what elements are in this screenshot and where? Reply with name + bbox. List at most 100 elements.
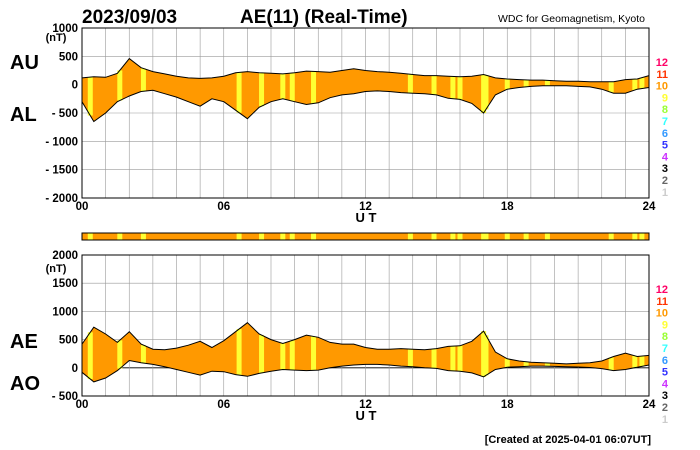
- station-band: [457, 345, 463, 372]
- station-band: [450, 76, 456, 99]
- station-count-label: 12: [656, 284, 668, 296]
- strip-station-band: [289, 233, 295, 240]
- y-tick-label: - 2000: [45, 193, 78, 205]
- au-series-label: AU: [10, 52, 39, 74]
- chart-title: AE(11) (Real-Time): [240, 7, 408, 28]
- station-count-label: 1: [662, 414, 668, 426]
- station-count-label: 3: [662, 390, 668, 402]
- x-tick-label: 06: [217, 399, 230, 411]
- station-band: [504, 358, 510, 368]
- station-count-label: 8: [662, 331, 668, 343]
- y-tick-label: 2000: [52, 250, 78, 262]
- station-count-label: 5: [662, 367, 668, 379]
- station-band: [544, 362, 550, 367]
- ao-series-label: AO: [10, 373, 40, 395]
- station-band: [483, 75, 489, 110]
- strip-station-band: [87, 233, 93, 240]
- y-tick-label: 0: [72, 80, 78, 92]
- station-count-label: 6: [662, 128, 668, 140]
- y-tick-label: 1500: [52, 278, 78, 290]
- strip-station-band: [639, 233, 645, 240]
- x-tick-label: 12: [359, 201, 372, 213]
- station-count-label: 4: [662, 378, 669, 390]
- y-tick-label: 1000: [52, 306, 78, 318]
- ae-ao-y-tick-labels: 2000 1500 1000 500 0 - 500: [52, 250, 78, 403]
- station-band: [639, 356, 645, 367]
- station-band: [236, 328, 242, 376]
- station-band: [259, 335, 265, 373]
- ae-ao-x-axis-label: U T: [356, 408, 377, 423]
- station-count-label: 1: [662, 187, 668, 199]
- y-tick-label: - 1000: [45, 136, 78, 148]
- station-band: [431, 348, 437, 369]
- x-tick-label: 06: [217, 201, 230, 213]
- station-band: [117, 70, 123, 101]
- station-count-label: 9: [662, 319, 668, 331]
- au-al-unit-label: (nT): [46, 32, 67, 44]
- x-tick-label: 24: [643, 201, 656, 213]
- strip-station-band: [457, 233, 463, 240]
- station-band: [632, 355, 638, 368]
- al-trace: [81, 85, 650, 123]
- station-band: [117, 340, 123, 369]
- x-tick-label: 18: [501, 399, 514, 411]
- station-count-label: 12: [656, 57, 668, 69]
- station-band: [311, 336, 317, 371]
- x-tick-label: 00: [76, 201, 89, 213]
- strip-station-band: [608, 233, 614, 240]
- strip-station-band: [311, 233, 317, 240]
- station-band: [280, 73, 286, 99]
- source-label: WDC for Geomagnetism, Kyoto: [498, 13, 645, 25]
- strip-station-band: [632, 233, 638, 240]
- strip-station-band: [544, 233, 550, 240]
- ao-trace: [81, 359, 650, 383]
- ae-series-label: AE: [10, 331, 38, 353]
- station-band: [289, 72, 295, 102]
- strip-background: [82, 233, 649, 240]
- strip-station-band: [117, 233, 123, 240]
- ae-ao-station-bands: [87, 328, 645, 380]
- station-count-label: 7: [662, 116, 668, 128]
- strip-station-band: [504, 233, 510, 240]
- station-count-strip: [81, 232, 650, 241]
- station-count-label: 4: [662, 151, 669, 163]
- station-band: [87, 77, 93, 116]
- ae-trace: [81, 322, 650, 365]
- strip-station-band: [140, 233, 146, 240]
- strip-station-band: [407, 233, 413, 240]
- y-tick-label: - 1500: [45, 165, 78, 177]
- created-timestamp: [Created at 2025-04-01 06:07UT]: [485, 434, 652, 446]
- y-tick-label: 500: [59, 335, 78, 347]
- station-count-label: 11: [656, 296, 668, 308]
- ae-ao-x-tick-labels: 00 06 12 18 24: [76, 399, 656, 411]
- au-trace: [81, 57, 650, 83]
- station-band: [259, 72, 265, 107]
- station-band: [608, 357, 614, 371]
- au-al-x-axis-label: U T: [356, 210, 377, 225]
- station-band: [523, 361, 529, 367]
- strip-station-bands: [87, 233, 645, 240]
- station-count-label: 11: [656, 69, 668, 81]
- station-band: [504, 79, 510, 90]
- au-al-frame: [81, 27, 650, 199]
- station-count-label: 6: [662, 355, 668, 367]
- ae-ao-unit-label: (nT): [46, 263, 67, 275]
- station-band: [140, 68, 146, 92]
- strip-station-band: [280, 233, 286, 240]
- ae-ao-grid: [81, 254, 650, 397]
- station-band: [87, 332, 93, 380]
- station-band: [140, 345, 146, 364]
- station-band: [608, 81, 614, 93]
- station-band: [280, 343, 286, 370]
- au-al-grid: [81, 27, 650, 199]
- station-count-label: 5: [662, 140, 668, 152]
- station-band: [431, 75, 437, 95]
- x-tick-label: 12: [359, 399, 372, 411]
- ae-ao-frame: [81, 254, 650, 397]
- au-al-station-bands: [87, 68, 645, 116]
- station-band: [632, 79, 638, 90]
